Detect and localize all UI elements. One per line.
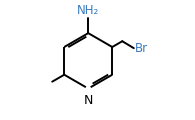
Text: N: N <box>84 94 93 107</box>
Text: NH₂: NH₂ <box>77 4 99 17</box>
Text: Br: Br <box>134 42 148 55</box>
